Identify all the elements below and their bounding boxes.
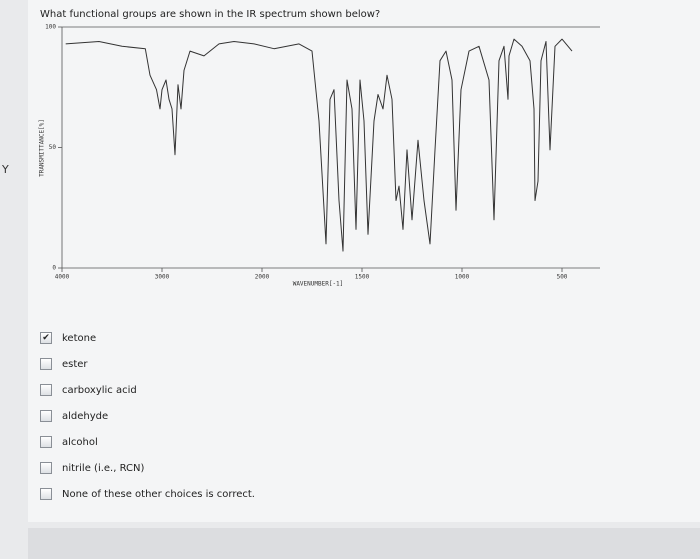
y-tick-label: 100	[45, 24, 56, 31]
choice-label[interactable]: alcohol	[62, 436, 98, 448]
x-tick-label: 500	[557, 274, 568, 281]
checkbox[interactable]	[40, 410, 52, 422]
x-tick-label: 1000	[455, 274, 470, 281]
x-tick-label: 1500	[355, 274, 370, 281]
choice-label[interactable]: None of these other choices is correct.	[62, 488, 255, 500]
x-axis-label: WAVENUMBER[-1]	[293, 281, 344, 288]
content-panel	[28, 0, 700, 522]
x-tick-label: 3000	[155, 274, 170, 281]
footer-bar	[28, 528, 700, 559]
checkbox[interactable]	[40, 462, 52, 474]
checkbox[interactable]	[40, 488, 52, 500]
x-tick-label: 4000	[55, 274, 70, 281]
choice-label[interactable]: ester	[62, 358, 88, 370]
choice[interactable]: aldehyde	[40, 410, 108, 422]
choice[interactable]: nitrile (i.e., RCN)	[40, 462, 144, 474]
choice[interactable]: carboxylic acid	[40, 384, 137, 396]
checkbox[interactable]	[40, 436, 52, 448]
y-axis-label: TRANSMITTANCE[%]	[39, 119, 46, 177]
side-letter: Y	[2, 163, 9, 176]
spectrum-line	[65, 38, 573, 252]
y-tick-label: 0	[52, 265, 56, 272]
y-tick-label: 50	[49, 144, 57, 151]
choice[interactable]: alcohol	[40, 436, 98, 448]
checkbox[interactable]	[40, 358, 52, 370]
checkbox[interactable]: ✔	[40, 332, 52, 344]
x-tick-label: 2000	[255, 274, 270, 281]
choice-label[interactable]: carboxylic acid	[62, 384, 137, 396]
choice[interactable]: ester	[40, 358, 88, 370]
choice[interactable]: ✔ ketone	[40, 332, 96, 344]
choice-label[interactable]: aldehyde	[62, 410, 109, 422]
choice-label[interactable]: nitrile (i.e., RCN)	[62, 462, 145, 474]
checkbox[interactable]	[40, 384, 52, 396]
choice-label[interactable]: ketone	[62, 332, 97, 344]
question-text: What functional groups are shown in the …	[40, 9, 381, 20]
choice[interactable]: None of these other choices is correct.	[40, 488, 255, 500]
